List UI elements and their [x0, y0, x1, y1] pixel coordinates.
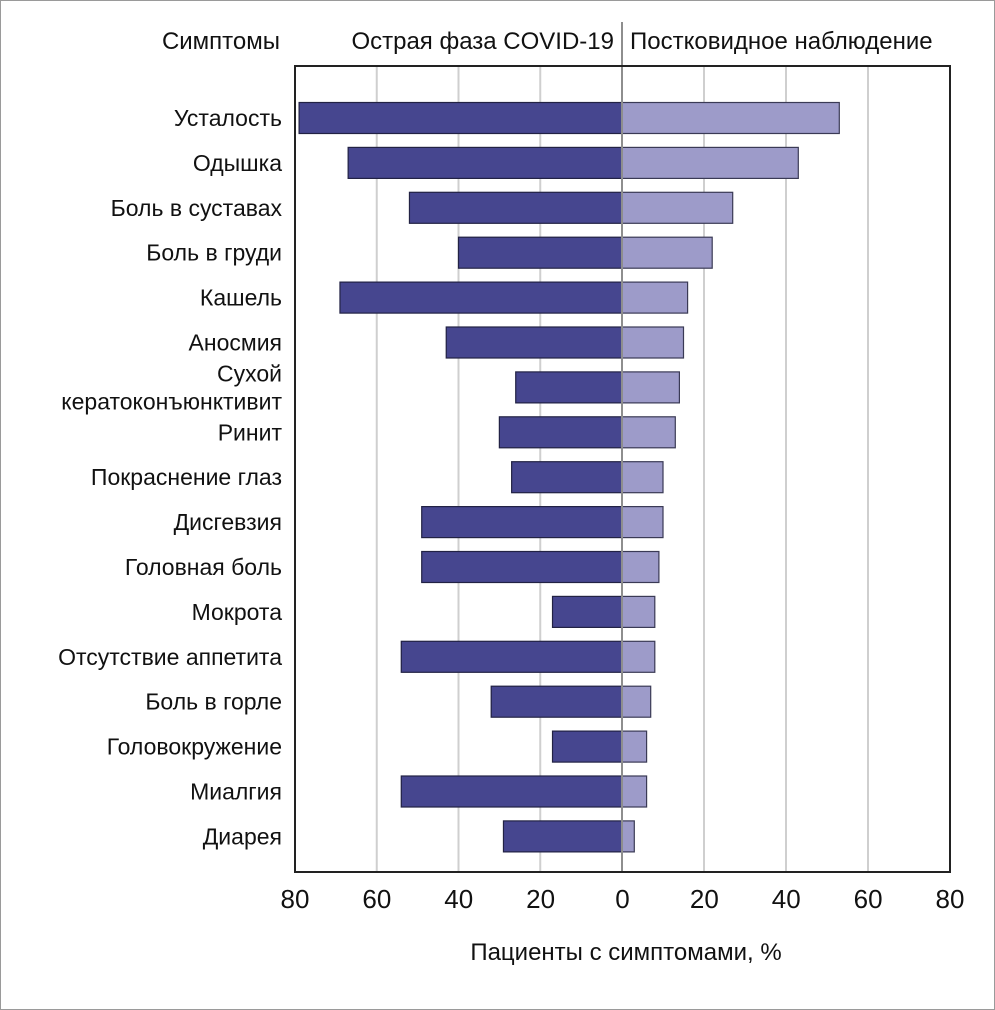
category-label: Миалгия: [190, 779, 282, 805]
category-label: Боль в груди: [146, 240, 282, 266]
bar-acute: [498, 416, 623, 449]
category-label: Головокружение: [107, 734, 282, 760]
bar-postcovid: [621, 191, 734, 224]
x-tick-label: 40: [772, 884, 801, 914]
bar-postcovid: [621, 101, 840, 135]
bar-acute: [421, 550, 623, 584]
x-tick-labels: 80 60 40 20 0 20 40 60 80: [281, 884, 965, 914]
header-left-label: Острая фаза COVID-19: [351, 28, 614, 55]
x-tick-label: 60: [854, 884, 883, 914]
bar-postcovid: [621, 820, 635, 853]
bar-postcovid: [621, 640, 656, 673]
header-categories-label: Симптомы: [162, 28, 280, 55]
category-label: Отсутствие аппетита: [58, 644, 282, 670]
category-label: Усталость: [174, 105, 282, 131]
x-tick-label: 0: [615, 884, 629, 914]
bar-acute: [408, 191, 623, 224]
bar-postcovid: [621, 281, 689, 314]
category-label: Диарея: [203, 823, 282, 849]
bar-acute: [445, 326, 623, 359]
x-tick-label: 40: [444, 884, 473, 914]
bar-acute: [511, 461, 623, 494]
plot-area-border: [294, 65, 951, 873]
header-right-label: Постковидное наблюдение: [630, 28, 933, 55]
bar-postcovid: [621, 461, 664, 494]
bar-postcovid: [621, 416, 676, 449]
category-label: Одышка: [193, 150, 282, 176]
category-label: Боль в суставах: [111, 195, 283, 221]
category-label: Головная боль: [125, 554, 282, 580]
category-label: Покраснение глаз: [91, 464, 282, 490]
bar-acute: [457, 236, 623, 269]
bar-acute: [551, 730, 623, 763]
bar-postcovid: [621, 685, 652, 718]
bars: [298, 101, 840, 853]
category-label: кератоконъюнктивит: [61, 388, 282, 414]
bar-acute: [400, 640, 623, 673]
bar-acute: [515, 371, 623, 404]
category-label: Боль в горле: [145, 689, 282, 715]
bar-acute: [490, 685, 623, 718]
bar-postcovid: [621, 236, 713, 269]
x-tick-label: 80: [936, 884, 965, 914]
bar-postcovid: [621, 595, 656, 629]
bar-acute: [298, 101, 623, 135]
bar-postcovid: [621, 775, 648, 808]
bar-acute: [421, 506, 623, 539]
x-tick-label: 20: [690, 884, 719, 914]
bar-postcovid: [621, 371, 681, 404]
bar-postcovid: [621, 506, 664, 539]
category-label: Мокрота: [192, 599, 283, 625]
category-label: Ринит: [218, 419, 283, 445]
category-label: Аносмия: [189, 330, 282, 356]
bar-acute: [347, 146, 623, 179]
bar-acute: [339, 281, 623, 314]
bar-postcovid: [621, 326, 685, 359]
bar-acute: [400, 775, 623, 808]
bar-acute: [502, 820, 623, 853]
bar-postcovid: [621, 146, 799, 179]
category-label: Сухой: [217, 360, 282, 386]
category-label: Кашель: [200, 285, 282, 311]
bar-postcovid: [621, 550, 660, 584]
x-tick-label: 60: [362, 884, 391, 914]
x-tick-label: 80: [281, 884, 310, 914]
category-labels: Усталость Одышка Боль в суставах Боль в гру…: [58, 105, 282, 849]
bar-postcovid: [621, 730, 648, 763]
x-tick-label: 20: [526, 884, 555, 914]
category-label: Дисгевзия: [174, 509, 282, 535]
x-axis-label: Пациенты с симптомами, %: [470, 939, 781, 966]
bar-acute: [551, 595, 623, 629]
